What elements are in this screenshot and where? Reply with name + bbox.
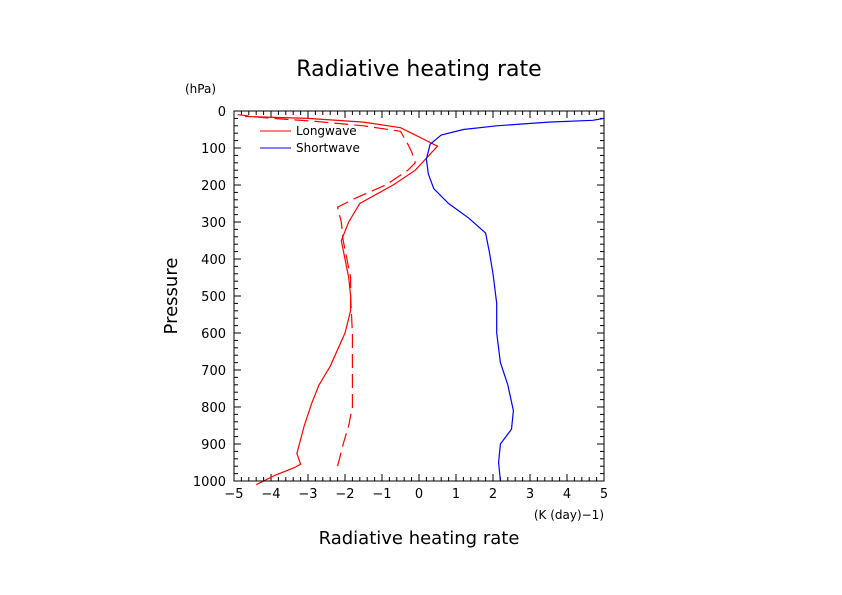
x-tick-label: 3 bbox=[526, 487, 534, 502]
x-tick-label: 5 bbox=[600, 487, 608, 502]
x-tick-label: −4 bbox=[261, 487, 280, 502]
series-line-2 bbox=[425, 117, 604, 482]
y-tick-label: 700 bbox=[201, 364, 226, 379]
axis-ticks: −5 −4 −3 −2 −1 0 1 2 3 4 5 0 100 200 300 400 500 600 700 80… bbox=[193, 105, 608, 502]
x-tick-label: 4 bbox=[563, 487, 571, 502]
y-tick-label: 0 bbox=[218, 105, 226, 120]
plot-frame bbox=[233, 110, 605, 482]
y-tick-label: 500 bbox=[201, 290, 226, 305]
y-tick-label: 900 bbox=[201, 438, 226, 453]
y-tick-label: 300 bbox=[201, 216, 226, 231]
y-tick-label: 1000 bbox=[193, 475, 226, 490]
x-tick-label: 1 bbox=[452, 487, 460, 502]
x-tick-label: 0 bbox=[415, 487, 423, 502]
x-tick-label: 2 bbox=[489, 487, 497, 502]
legend-shortwave-label: Shortwave bbox=[296, 141, 360, 155]
y-axis-label: Pressure bbox=[161, 258, 182, 335]
series-line-0 bbox=[245, 115, 439, 486]
y-tick-label: 800 bbox=[201, 401, 226, 416]
x-unit-label: (K (day)−1) bbox=[534, 508, 604, 522]
x-tick-label: −1 bbox=[372, 487, 391, 502]
x-axis-label: Radiative heating rate bbox=[319, 528, 520, 549]
series-lines bbox=[237, 114, 604, 486]
y-tick-label: 600 bbox=[201, 327, 226, 342]
legend: Longwave Shortwave bbox=[260, 124, 360, 155]
x-tick-label: −5 bbox=[224, 487, 243, 502]
x-tick-label: −2 bbox=[335, 487, 354, 502]
y-tick-label: 200 bbox=[201, 179, 226, 194]
y-tick-label: 100 bbox=[201, 142, 226, 157]
y-tick-label: 400 bbox=[201, 253, 226, 268]
legend-longwave-label: Longwave bbox=[296, 124, 357, 138]
chart-title: Radiative heating rate bbox=[296, 57, 541, 82]
x-tick-label: −3 bbox=[298, 487, 317, 502]
series-line-1 bbox=[237, 114, 416, 467]
y-unit-label: (hPa) bbox=[185, 82, 216, 96]
